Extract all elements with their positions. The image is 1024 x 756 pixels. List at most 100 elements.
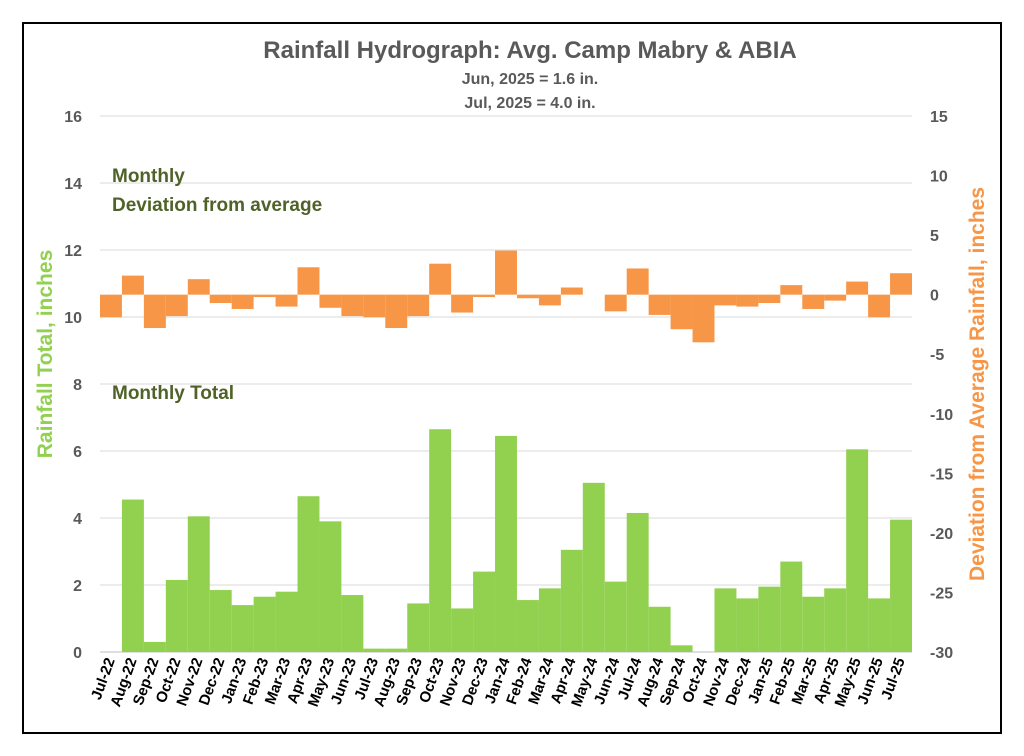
total-bar xyxy=(473,571,496,652)
right-tick-label: -5 xyxy=(930,347,944,364)
annotation-monthly-total: Monthly Total xyxy=(112,383,234,404)
deviation-bar xyxy=(692,294,715,343)
y-axis-right-label: Deviation from Average Rainfall, inches xyxy=(966,187,989,581)
total-bar xyxy=(341,595,364,652)
deviation-bar xyxy=(209,294,232,304)
annotation-deviation: Deviation from average xyxy=(112,195,322,216)
total-bar xyxy=(495,435,517,652)
left-tick-label: 6 xyxy=(73,444,82,461)
total-bar xyxy=(187,516,210,652)
deviation-bar xyxy=(516,294,539,299)
deviation-bar xyxy=(473,294,496,298)
deviation-bar xyxy=(297,267,320,295)
deviation-bar xyxy=(100,294,122,318)
total-bar xyxy=(275,591,298,652)
deviation-bar xyxy=(385,294,408,329)
deviation-bar xyxy=(495,250,517,295)
right-tick-label: 10 xyxy=(930,169,948,186)
total-bar xyxy=(626,512,649,652)
total-bar xyxy=(648,606,671,652)
deviation-bar xyxy=(736,294,759,307)
chart-subtitle-2: Jul, 2025 = 4.0 in. xyxy=(464,95,595,112)
total-bars xyxy=(100,429,912,653)
deviation-bar xyxy=(890,273,912,295)
deviation-bar xyxy=(802,294,825,309)
deviation-bar xyxy=(143,294,166,329)
total-bar xyxy=(385,648,408,652)
deviation-bar xyxy=(407,294,430,317)
deviation-bar xyxy=(275,294,298,307)
total-bar xyxy=(538,588,561,652)
total-bar xyxy=(363,648,386,652)
right-tick-label: -20 xyxy=(930,526,953,543)
right-tick-label: -25 xyxy=(930,585,953,602)
deviation-bar xyxy=(165,294,188,317)
deviation-bar xyxy=(121,275,144,295)
right-tick-label: 15 xyxy=(930,109,948,126)
y-axis-left-label: Rainfall Total, inches xyxy=(34,250,57,458)
total-bar xyxy=(824,588,847,652)
deviation-bar xyxy=(341,294,364,317)
rainfall-chart: 0 2 4 6 8 10 12 14 16 -30 -25 -20 -15 -10 -5 0 5 10 15 Ju… xyxy=(34,37,989,709)
left-tick-label: 10 xyxy=(64,310,82,327)
total-bar xyxy=(429,429,452,652)
left-tick-label: 8 xyxy=(73,377,82,394)
total-bar xyxy=(516,600,539,652)
total-bar xyxy=(890,519,912,652)
left-tick-label: 2 xyxy=(73,578,82,595)
x-axis-ticks: Jul-22Aug-22Sep-22Oct-22Nov-22Dec-22Jan-… xyxy=(88,655,909,709)
total-bar xyxy=(231,605,254,652)
total-bar xyxy=(319,521,342,652)
deviation-bar xyxy=(560,287,583,295)
deviation-bar xyxy=(758,294,781,304)
deviation-bar xyxy=(429,263,452,295)
deviation-bar xyxy=(648,294,671,315)
right-tick-label: -30 xyxy=(930,645,953,662)
left-tick-label: 0 xyxy=(73,645,82,662)
deviation-bar xyxy=(538,294,561,306)
left-tick-label: 16 xyxy=(64,109,82,126)
left-tick-label: 14 xyxy=(64,176,82,193)
deviation-bar xyxy=(451,294,474,313)
deviation-bar xyxy=(714,294,737,306)
total-bar xyxy=(253,596,276,652)
total-bar xyxy=(582,482,605,652)
chart-frame: 0 2 4 6 8 10 12 14 16 -30 -25 -20 -15 -10 -5 0 5 10 15 Ju… xyxy=(22,22,1002,734)
deviation-bar xyxy=(780,285,803,295)
total-bar xyxy=(143,641,166,652)
deviation-bar xyxy=(187,279,210,295)
total-bar xyxy=(758,586,781,652)
total-bar xyxy=(165,579,188,652)
deviation-bar xyxy=(363,294,386,318)
total-bar xyxy=(846,449,869,652)
total-bar xyxy=(714,588,737,652)
right-tick-label: -15 xyxy=(930,466,953,483)
deviation-bar xyxy=(626,268,649,295)
total-bar xyxy=(604,581,627,652)
deviation-bars xyxy=(100,250,912,343)
total-bar xyxy=(209,590,232,652)
right-tick-label: -10 xyxy=(930,407,953,424)
left-tick-label: 4 xyxy=(73,511,82,528)
total-bar xyxy=(802,596,825,652)
annotation-monthly: Monthly xyxy=(112,166,185,187)
deviation-bar xyxy=(319,294,342,308)
total-bar xyxy=(297,496,320,652)
total-bar xyxy=(407,603,430,652)
total-bar xyxy=(780,561,803,652)
right-tick-label: 5 xyxy=(930,228,939,245)
deviation-bar xyxy=(231,294,254,309)
total-bar xyxy=(868,598,891,652)
left-axis-ticks: 0 2 4 6 8 10 12 14 16 xyxy=(64,109,82,662)
chart-subtitle-1: Jun, 2025 = 1.6 in. xyxy=(462,71,599,88)
total-bar xyxy=(736,598,759,652)
deviation-bar xyxy=(670,294,693,330)
deviation-bar xyxy=(253,294,276,298)
right-tick-label: 0 xyxy=(930,288,939,305)
left-tick-label: 12 xyxy=(64,243,82,260)
total-bar xyxy=(670,645,693,652)
total-bar xyxy=(451,608,474,652)
gridlines xyxy=(100,115,912,653)
total-bar xyxy=(121,499,144,652)
total-bar xyxy=(560,549,583,652)
